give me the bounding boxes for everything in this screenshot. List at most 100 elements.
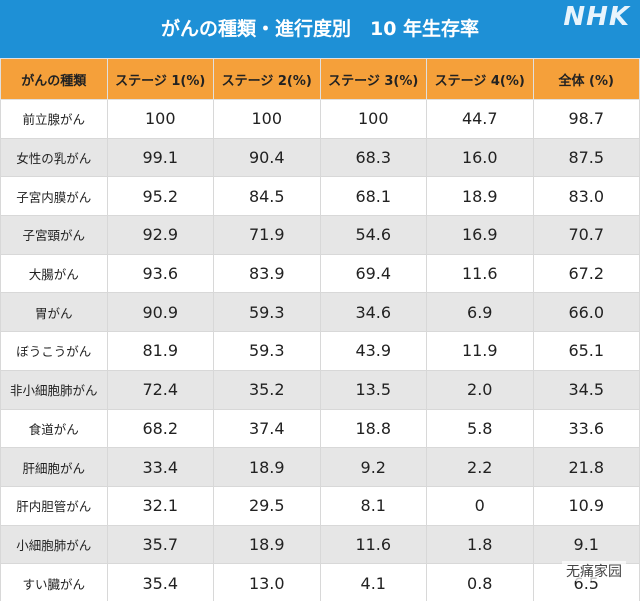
cell: 70.7: [532, 215, 640, 255]
column-header: ステージ 3(%): [319, 58, 427, 100]
table-row: 胃がん 90.9 59.3 34.6 6.9 66.0: [0, 292, 640, 333]
cell: 16.9: [426, 215, 534, 255]
table-body: 前立腺がん 100 100 100 44.7 98.7 女性の乳がん 99.1 90.4 68.3…: [0, 99, 640, 601]
cell: 29.5: [213, 485, 321, 526]
cancer-name: 前立腺がん: [0, 99, 108, 139]
column-header: がんの種類: [0, 58, 108, 100]
column-header: ステージ 1(%): [106, 58, 214, 100]
cancer-name: 小細胞肺がん: [0, 524, 108, 565]
table: がんの種類 ステージ 1(%) ステージ 2(%) ステージ 3(%) ステージ 4(%…: [0, 58, 640, 601]
table-row: すい臓がん 35.4 13.0 4.1 0.8 6.5: [0, 563, 640, 601]
table-row: 子宮内膜がん 95.2 84.5 68.1 18.9 83.0: [0, 176, 640, 217]
cell: 90.9: [106, 292, 214, 333]
cell: 99.1: [106, 137, 214, 178]
cell: 18.9: [213, 447, 321, 487]
cell: 18.8: [319, 408, 427, 449]
table-row: 子宮頸がん 92.9 71.9 54.6 16.9 70.7: [0, 215, 640, 255]
cancer-name: ぼうこうがん: [0, 331, 108, 371]
cell: 18.9: [426, 176, 534, 217]
cell: 54.6: [319, 215, 427, 255]
title: がんの種類・進行度別 10 年生存率: [160, 18, 480, 40]
cell: 9.1: [532, 524, 640, 565]
cell: 10.9: [532, 485, 640, 526]
cell: 6.9: [426, 292, 534, 333]
cell: 87.5: [532, 137, 640, 178]
cell: 92.9: [106, 215, 214, 255]
cell: 0: [426, 485, 534, 526]
cell: 11.9: [426, 331, 534, 371]
cancer-name: 肝細胞がん: [0, 447, 108, 487]
cell: 83.9: [213, 253, 321, 294]
cancer-name: 非小細胞肺がん: [0, 369, 108, 410]
cell: 35.7: [106, 524, 214, 565]
table-row: 食道がん 68.2 37.4 18.8 5.8 33.6: [0, 408, 640, 449]
watermark: 无痛家园: [562, 561, 626, 581]
cell: 59.3: [213, 292, 321, 333]
cell: 13.0: [213, 563, 321, 601]
cell: 68.2: [106, 408, 214, 449]
cell: 90.4: [213, 137, 321, 178]
cell: 84.5: [213, 176, 321, 217]
cell: 66.0: [532, 292, 640, 333]
cell: 2.0: [426, 369, 534, 410]
cancer-name: 胃がん: [0, 292, 108, 333]
cell: 34.5: [532, 369, 640, 410]
table-row: 女性の乳がん 99.1 90.4 68.3 16.0 87.5: [0, 137, 640, 178]
cell: 93.6: [106, 253, 214, 294]
cell: 59.3: [213, 331, 321, 371]
cell: 71.9: [213, 215, 321, 255]
logo: NHK: [563, 2, 630, 32]
cell: 11.6: [319, 524, 427, 565]
table-row: ぼうこうがん 81.9 59.3 43.9 11.9 65.1: [0, 331, 640, 371]
cell: 43.9: [319, 331, 427, 371]
table-row: 非小細胞肺がん 72.4 35.2 13.5 2.0 34.5: [0, 369, 640, 410]
cell: 100: [106, 99, 214, 139]
table-row: 肝細胞がん 33.4 18.9 9.2 2.2 21.8: [0, 447, 640, 487]
header-row: がんの種類 ステージ 1(%) ステージ 2(%) ステージ 3(%) ステージ 4(%…: [0, 58, 640, 100]
cell: 18.9: [213, 524, 321, 565]
cell: 65.1: [532, 331, 640, 371]
cancer-name: 女性の乳がん: [0, 137, 108, 178]
table-row: 小細胞肺がん 35.7 18.9 11.6 1.8 9.1: [0, 524, 640, 565]
cell: 67.2: [532, 253, 640, 294]
cell: 72.4: [106, 369, 214, 410]
cell: 44.7: [426, 99, 534, 139]
cell: 35.4: [106, 563, 214, 601]
cancer-name: 食道がん: [0, 408, 108, 449]
column-header: 全体 (%): [532, 58, 640, 100]
cell: 33.4: [106, 447, 214, 487]
cell: 8.1: [319, 485, 427, 526]
cancer-name: すい臓がん: [0, 563, 108, 601]
cell: 68.1: [319, 176, 427, 217]
table-row: 肝内胆管がん 32.1 29.5 8.1 0 10.9: [0, 485, 640, 526]
cell: 11.6: [426, 253, 534, 294]
cell: 21.8: [532, 447, 640, 487]
cell: 81.9: [106, 331, 214, 371]
cell: 9.2: [319, 447, 427, 487]
cell: 32.1: [106, 485, 214, 526]
cell: 95.2: [106, 176, 214, 217]
column-header: ステージ 2(%): [213, 58, 321, 100]
cell: 2.2: [426, 447, 534, 487]
cell: 68.3: [319, 137, 427, 178]
cell: 83.0: [532, 176, 640, 217]
cell: 5.8: [426, 408, 534, 449]
column-header: ステージ 4(%): [426, 58, 534, 100]
cell: 69.4: [319, 253, 427, 294]
cell: 4.1: [319, 563, 427, 601]
cell: 13.5: [319, 369, 427, 410]
table-row: 前立腺がん 100 100 100 44.7 98.7: [0, 99, 640, 139]
cell: 98.7: [532, 99, 640, 139]
cell: 0.8: [426, 563, 534, 601]
title-bar: がんの種類・進行度別 10 年生存率 NHK: [0, 0, 640, 58]
cell: 37.4: [213, 408, 321, 449]
cancer-name: 大腸がん: [0, 253, 108, 294]
cell: 100: [213, 99, 321, 139]
cell: 1.8: [426, 524, 534, 565]
cancer-name: 子宮内膜がん: [0, 176, 108, 217]
cell: 16.0: [426, 137, 534, 178]
cell: 35.2: [213, 369, 321, 410]
table-row: 大腸がん 93.6 83.9 69.4 11.6 67.2: [0, 253, 640, 294]
cancer-name: 子宮頸がん: [0, 215, 108, 255]
